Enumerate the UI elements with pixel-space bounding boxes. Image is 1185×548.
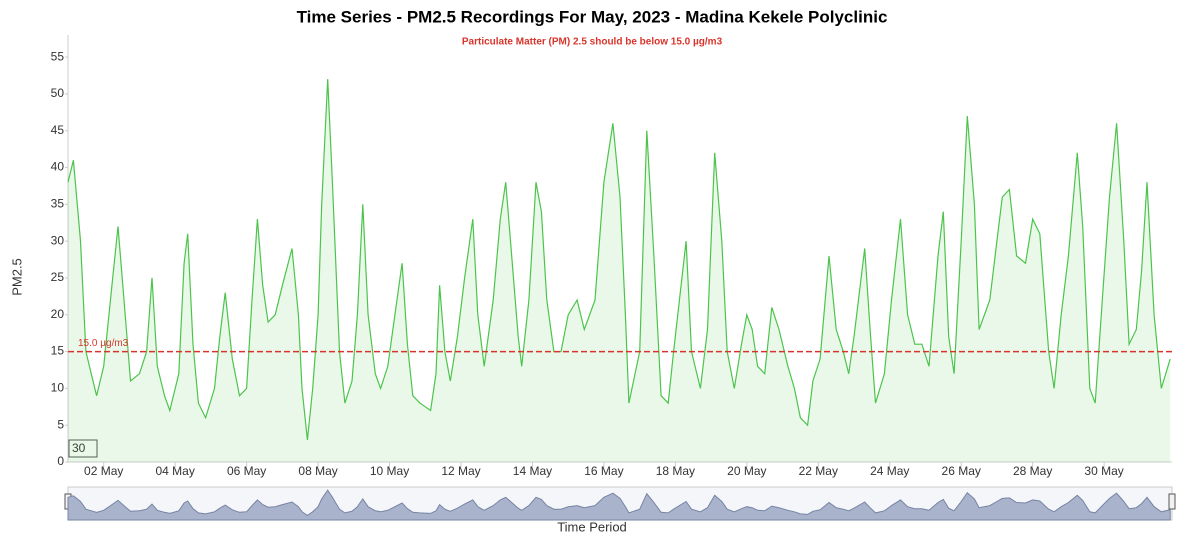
range-box-text: 30 [72,441,86,455]
x-tick-label: 22 May [799,464,838,478]
x-axis-label: Time Period [557,519,627,534]
y-tick-label: 55 [51,49,65,63]
x-tick-label: 26 May [942,464,981,478]
y-tick-label: 50 [51,86,65,100]
x-tick-label: 24 May [870,464,909,478]
y-tick-label: 20 [51,307,65,321]
x-tick-label: 12 May [441,464,480,478]
x-tick-label: 18 May [656,464,695,478]
x-tick-label: 28 May [1013,464,1052,478]
y-tick-label: 40 [51,160,65,174]
y-tick-label: 15 [51,344,65,358]
range-box[interactable] [68,439,98,458]
y-tick-label: 45 [51,123,65,137]
chart-subtitle: Particulate Matter (PM) 2.5 should be be… [462,37,723,48]
x-tick-label: 04 May [156,464,195,478]
x-tick-label: 14 May [513,464,552,478]
x-tick-label: 16 May [584,464,623,478]
y-tick-label: 5 [57,417,64,431]
y-tick-label: 30 [51,233,65,247]
navigator-handle[interactable] [1168,493,1176,510]
navigator-series [67,489,1171,521]
series-line [67,79,1171,440]
y-axis-label: PM2.5 [9,258,24,296]
y-tick-label: 10 [51,381,65,395]
chart-title: Time Series - PM2.5 Recordings For May, … [297,7,888,26]
x-tick-label: 20 May [727,464,766,478]
x-tick-label: 30 May [1084,464,1123,478]
threshold-label: 15.0 µg/m3 [78,338,129,349]
area-fill [68,79,1171,462]
x-tick-label: 08 May [298,464,337,478]
x-tick-label: 06 May [227,464,266,478]
y-tick-label: 25 [51,270,65,284]
y-tick-label: 0 [57,454,64,468]
y-tick-label: 35 [51,196,65,210]
x-tick-label: 10 May [370,464,409,478]
x-tick-label: 02 May [84,464,123,478]
